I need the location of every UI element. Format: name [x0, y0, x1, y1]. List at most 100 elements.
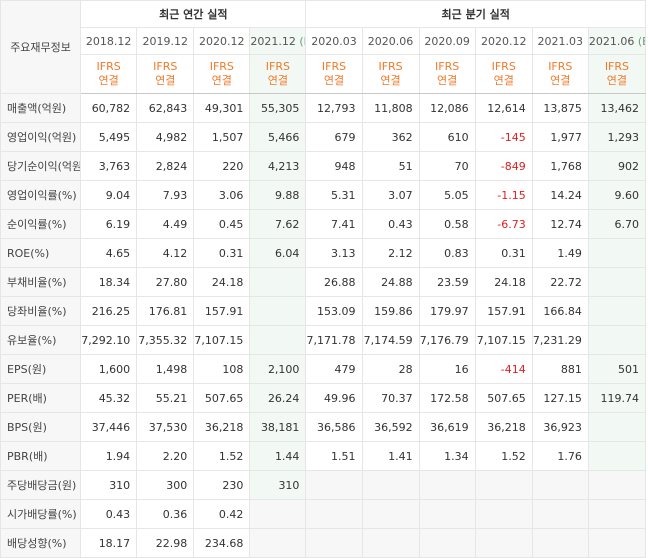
table-row: 순이익률(%) 6.19 4.49 0.45 7.62 7.41 0.43 0.58 -6.73…	[0, 209, 647, 239]
row-label: PER(배)	[0, 383, 82, 413]
value-cell	[361, 499, 420, 529]
value-cell: 9.60	[587, 180, 647, 210]
value-cell: 4.49	[136, 209, 195, 239]
value-cell: 0.45	[193, 209, 251, 239]
table-row: 영업이익(억원) 5,495 4,982 1,507 5,466 679 362 610 -14…	[0, 122, 647, 152]
value-cell: 6.19	[80, 209, 138, 239]
table-corner-label: 주요재무정보	[0, 0, 82, 94]
value-cell: 234.68	[193, 528, 251, 558]
period-label: 2020.12	[480, 34, 527, 48]
value-cell: 3.06	[193, 180, 251, 210]
period-label: 2021.03	[537, 34, 584, 48]
value-cell: 23.59	[418, 267, 476, 297]
value-cell: 36,586	[305, 412, 363, 442]
value-cell: 220	[193, 151, 251, 181]
value-cell: 9.04	[80, 180, 138, 210]
value-cell: 70	[418, 151, 476, 181]
ifrs-label: IFRS	[321, 60, 347, 73]
table-row: EPS(원) 1,600 1,498 108 2,100 479 28 16 -414 881 50…	[0, 354, 647, 384]
ifrs-label: IFRS	[209, 60, 234, 73]
value-cell	[418, 528, 476, 558]
row-label: 매출액(억원)	[0, 93, 82, 123]
value-cell	[587, 267, 647, 297]
ifrs-badge: IFRS 연결	[361, 54, 420, 94]
value-cell	[418, 499, 476, 529]
value-cell: 18.17	[80, 528, 138, 558]
value-cell: 4.65	[80, 238, 138, 268]
value-cell: 28	[361, 354, 420, 384]
table-row: 부채비율(%) 18.34 27.80 24.18 26.88 24.88 23.59 24.…	[0, 267, 647, 297]
consolidated-label: 연결	[550, 74, 571, 87]
value-cell: 310	[80, 470, 138, 500]
table-row: 당기순이익(억원) 3,763 2,824 220 4,213 948 51 70 -849 1,…	[0, 151, 647, 181]
value-cell: 6.70	[587, 209, 647, 239]
value-cell: 5.31	[305, 180, 363, 210]
period-label: 2021.06	[588, 34, 635, 48]
value-cell	[249, 499, 307, 529]
row-label: 주당배당금(원)	[0, 470, 82, 500]
row-label: 시가배당률(%)	[0, 499, 82, 529]
table-row: 영업이익률(%) 9.04 7.93 3.06 9.88 5.31 3.07 5.05 -1.1…	[0, 180, 647, 210]
ifrs-badge: IFRS 연결	[418, 54, 476, 94]
value-cell: 948	[305, 151, 363, 181]
value-cell	[531, 528, 589, 558]
value-cell: 18.34	[80, 267, 138, 297]
consolidated-label: 연결	[380, 74, 401, 87]
value-cell: 0.31	[474, 238, 533, 268]
value-cell: 4,982	[136, 122, 195, 152]
value-cell: -145	[474, 122, 533, 152]
table-row: ROE(%) 4.65 4.12 0.31 6.04 3.13 2.12 0.83 0.31 1.…	[0, 238, 647, 268]
value-cell: 3,763	[80, 151, 138, 181]
value-cell: 14.24	[531, 180, 589, 210]
value-cell: 12,793	[305, 93, 363, 123]
value-cell: 119.74	[587, 383, 647, 413]
value-cell: 12,614	[474, 93, 533, 123]
ifrs-badge: IFRS 연결	[474, 54, 533, 94]
period-header: 2020.06	[361, 27, 420, 55]
value-cell: 60,782	[80, 93, 138, 123]
value-cell: 45.32	[80, 383, 138, 413]
value-cell: 1,600	[80, 354, 138, 384]
value-cell	[587, 412, 647, 442]
value-cell	[249, 267, 307, 297]
value-cell	[587, 499, 647, 529]
value-cell: 12.74	[531, 209, 589, 239]
value-cell: 2.20	[136, 441, 195, 471]
value-cell: 4.12	[136, 238, 195, 268]
row-label: 당좌비율(%)	[0, 296, 82, 326]
value-cell: 5,495	[80, 122, 138, 152]
value-cell: 2,100	[249, 354, 307, 384]
value-cell: 1,498	[136, 354, 195, 384]
value-cell: 1.41	[361, 441, 420, 471]
value-cell: 108	[193, 354, 251, 384]
value-cell: 1.44	[249, 441, 307, 471]
value-cell: 55.21	[136, 383, 195, 413]
table-row: PER(배) 45.32 55.21 507.65 26.24 49.96 70.37 172…	[0, 383, 647, 413]
ifrs-badge: IFRS 연결	[136, 54, 195, 94]
value-cell: 62,843	[136, 93, 195, 123]
value-cell: 0.83	[418, 238, 476, 268]
value-cell: 36,218	[474, 412, 533, 442]
row-label: 영업이익(억원)	[0, 122, 82, 152]
value-cell: 902	[587, 151, 647, 181]
consolidated-label: 연결	[323, 74, 345, 87]
quarter-group-header: 최근 분기 실적	[305, 0, 646, 28]
consolidated-label: 연결	[493, 74, 514, 87]
row-label: 유보율(%)	[0, 325, 82, 355]
ifrs-label: IFRS	[548, 60, 573, 73]
value-cell: 12,086	[418, 93, 476, 123]
value-cell: 7,171.78	[305, 325, 363, 355]
ifrs-label: IFRS	[96, 60, 121, 73]
value-cell: 501	[587, 354, 647, 384]
value-cell	[305, 528, 363, 558]
value-cell: 11,808	[361, 93, 420, 123]
value-cell: 7,355.32	[136, 325, 195, 355]
ifrs-badge: IFRS 연결	[249, 54, 307, 94]
value-cell: 1,768	[531, 151, 589, 181]
value-cell: 1,977	[531, 122, 589, 152]
ifrs-badge: IFRS 연결	[80, 54, 138, 94]
value-cell: 4,213	[249, 151, 307, 181]
ifrs-badge: IFRS 연결	[531, 54, 589, 94]
consolidated-label: 연결	[211, 74, 232, 87]
row-label: 당기순이익(억원)	[0, 151, 82, 181]
